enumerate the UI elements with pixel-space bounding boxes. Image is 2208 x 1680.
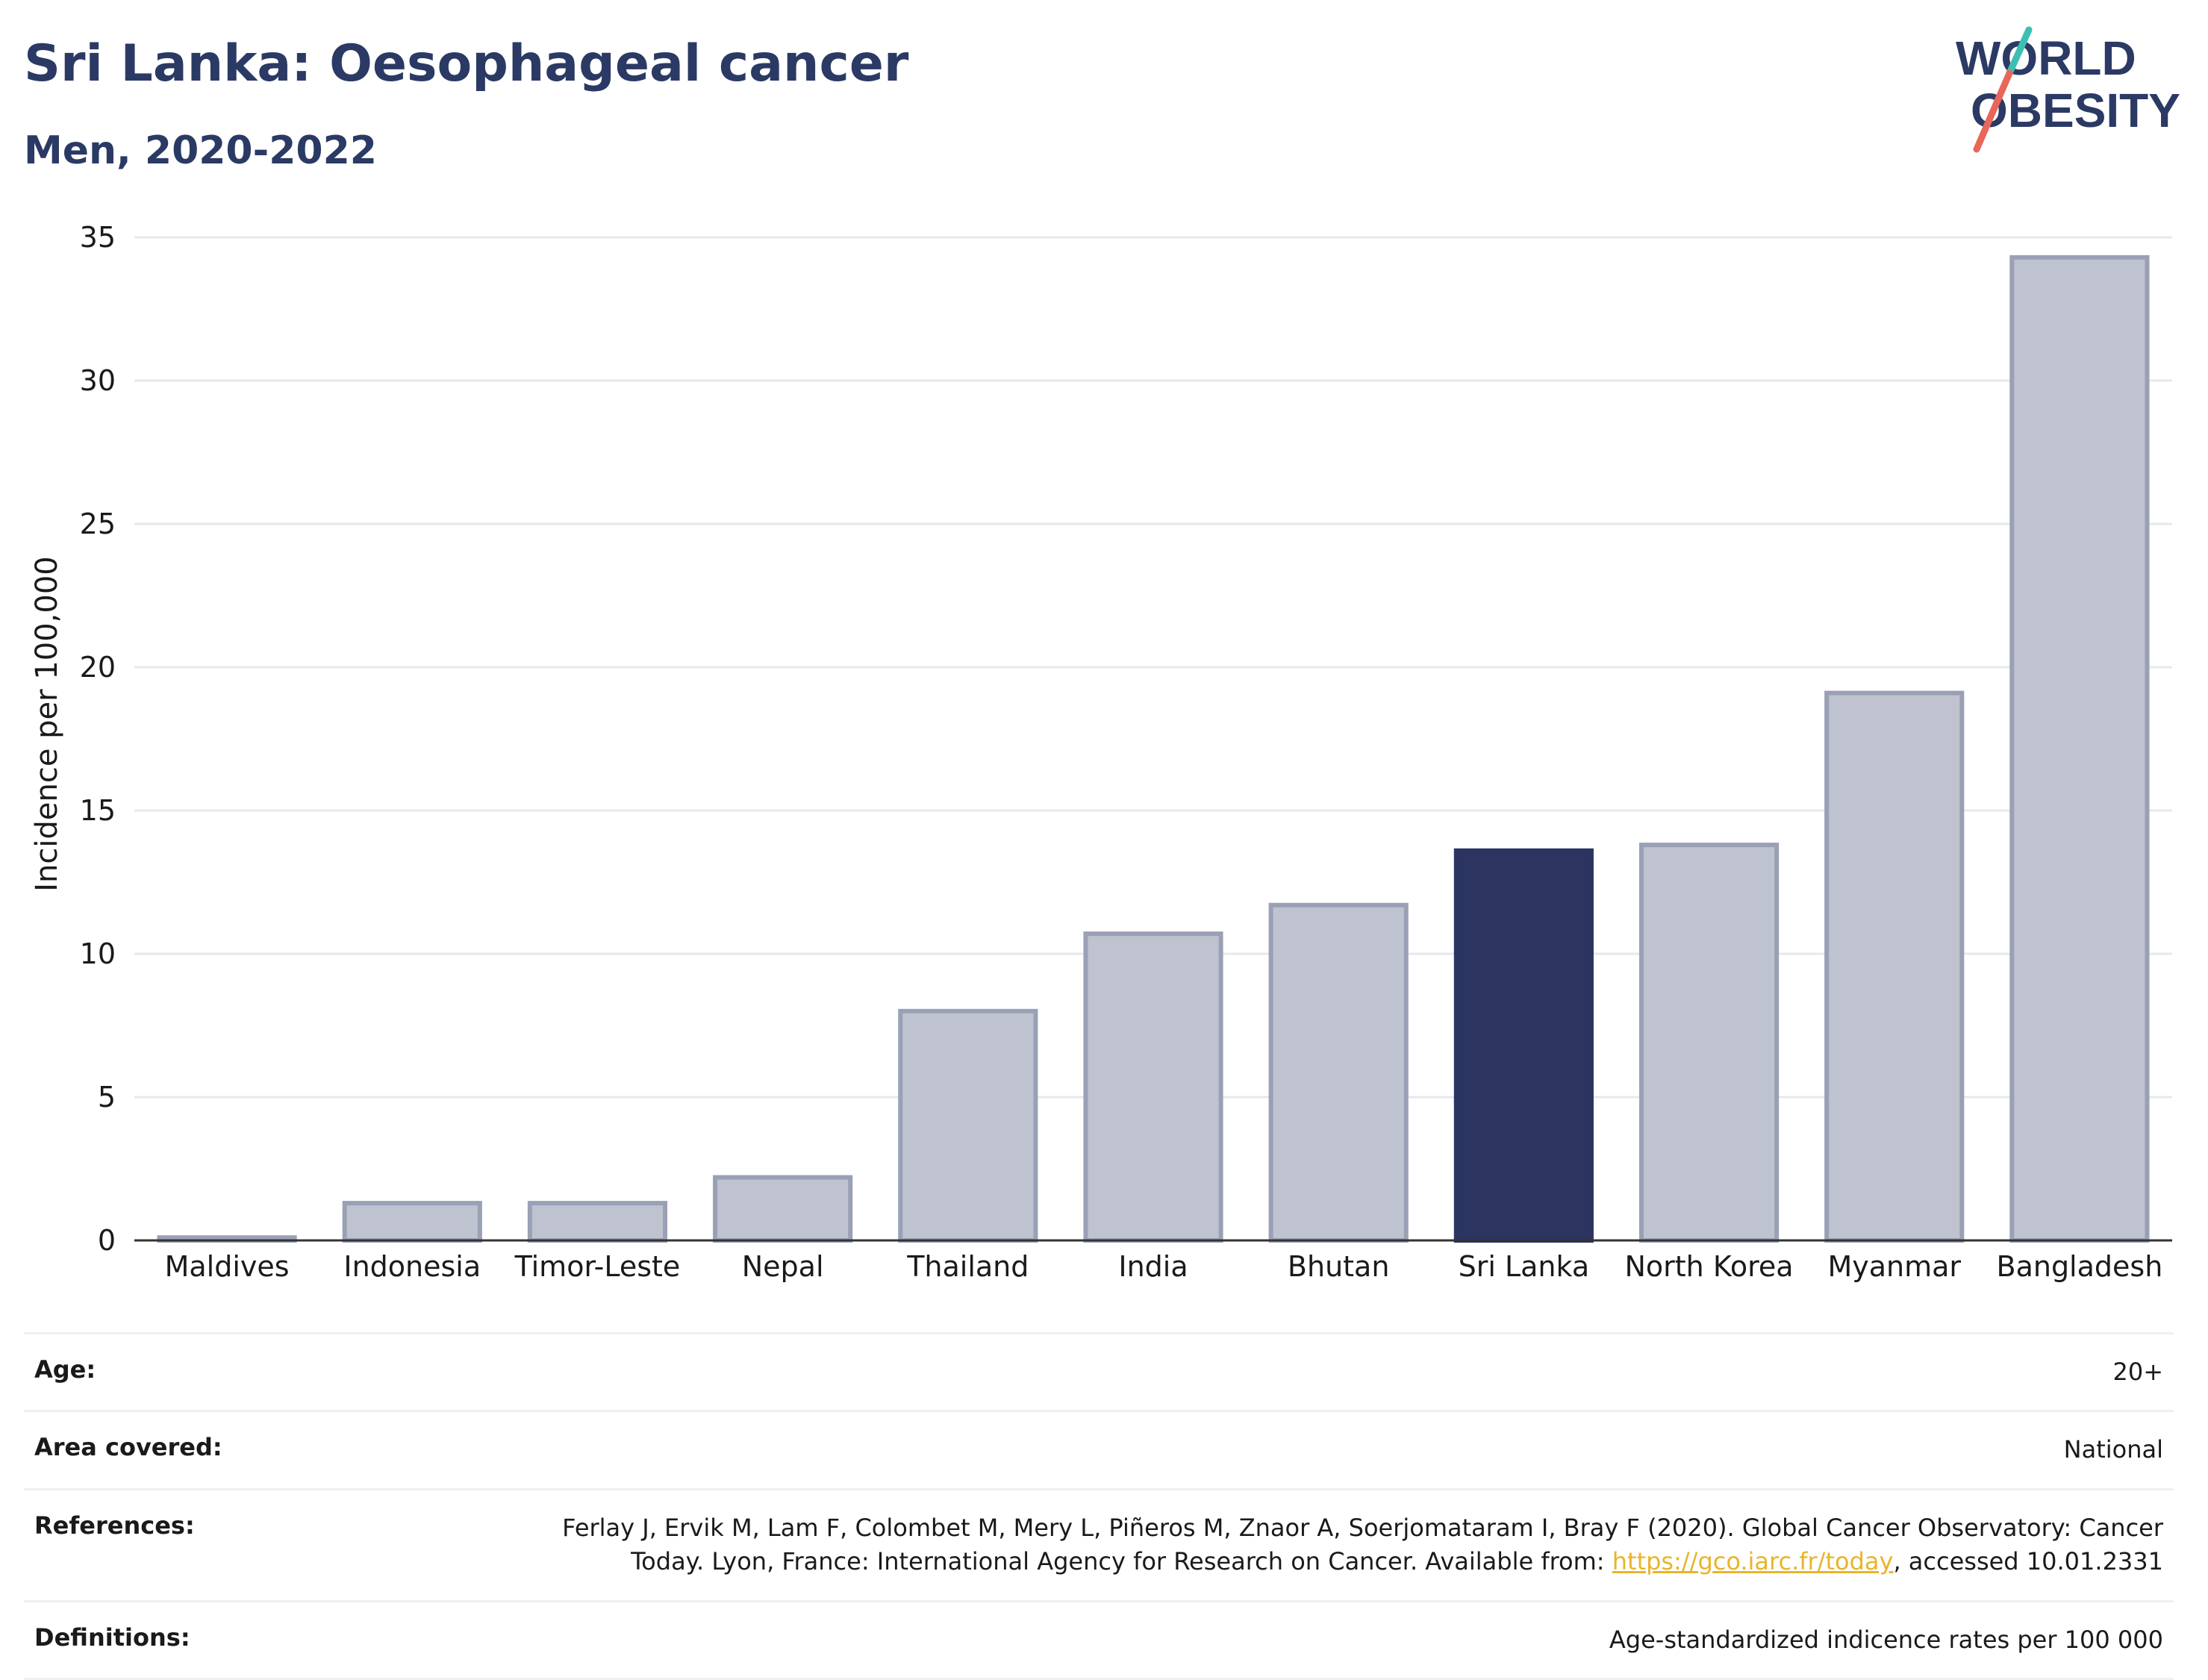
logo-accent-teal: [2006, 26, 2033, 77]
references-text-1: Ferlay J, Ervik M, Lam F, Colombet M, Me…: [562, 1513, 2163, 1542]
y-tick-label: 5: [98, 1081, 116, 1114]
y-tick-label: 20: [80, 651, 116, 684]
x-tick-label: Myanmar: [1827, 1250, 1961, 1283]
x-tick-label: Sri Lanka: [1459, 1250, 1590, 1283]
references-link[interactable]: https://gco.iarc.fr/today: [1612, 1547, 1894, 1576]
x-tick-label: India: [1118, 1250, 1188, 1283]
info-row-area: Area covered: National: [24, 1411, 2174, 1489]
x-tick-label: Thailand: [906, 1250, 1029, 1283]
x-tick-label: Bhutan: [1288, 1250, 1390, 1283]
y-tick-label: 0: [98, 1224, 116, 1257]
y-axis-title: Incidence per 100,000: [30, 556, 64, 892]
bar-sri-lanka: [1453, 848, 1594, 1243]
definitions-label: Definitions:: [34, 1623, 190, 1652]
age-label: Age:: [34, 1355, 96, 1384]
references-value: Ferlay J, Ervik M, Lam F, Colombet M, Me…: [328, 1489, 2174, 1601]
bars-layer: [157, 255, 2150, 1243]
references-text-2: Today. Lyon, France: International Agenc…: [631, 1547, 1605, 1576]
world-obesity-logo: WORLD OBESITY: [1956, 26, 2180, 153]
area-label: Area covered:: [34, 1433, 222, 1462]
bar-indonesia: [342, 1201, 482, 1243]
y-tick-label: 10: [80, 937, 116, 970]
bar-timor-leste: [527, 1201, 668, 1243]
info-row-definitions: Definitions: Age-standardized indicence …: [24, 1601, 2174, 1679]
y-tick-label: 25: [80, 508, 116, 540]
bar-bhutan: [1268, 902, 1409, 1243]
chart-subtitle: Men, 2020-2022: [24, 128, 377, 173]
logo-line2: OBESITY: [1971, 84, 2180, 137]
info-table: Age: 20+ Area covered: National Referenc…: [24, 1332, 2174, 1680]
bar-nepal: [713, 1175, 853, 1243]
area-value: National: [2063, 1435, 2163, 1464]
x-tick-label: North Korea: [1624, 1250, 1793, 1283]
logo-accent-coral: [1973, 69, 2013, 153]
x-tick-label: Maldives: [165, 1250, 290, 1283]
y-tick-label: 35: [80, 221, 116, 254]
bar-north-korea: [1638, 843, 1780, 1243]
definitions-value: Age-standardized indicence rates per 100…: [1609, 1625, 2163, 1654]
chart-title: Sri Lanka: Oesophageal cancer: [24, 34, 909, 93]
bar-myanmar: [1824, 690, 1965, 1243]
x-tick-label: Nepal: [742, 1250, 824, 1283]
y-tick-label: 30: [80, 364, 116, 397]
x-tick-label: Indonesia: [343, 1250, 481, 1283]
bar-bangladesh: [2009, 255, 2150, 1243]
bar-india: [1083, 931, 1223, 1243]
axis-layer: 0 5 10 15 20 25 30 35 Maldives Indonesia Timor-Les…: [80, 221, 2172, 1283]
info-row-age: Age: 20+: [24, 1333, 2174, 1411]
references-text-3: , accessed 10.01.2331: [1893, 1547, 2163, 1576]
age-value: 20+: [2112, 1358, 2163, 1386]
info-row-references: References: Ferlay J, Ervik M, Lam F, Co…: [24, 1489, 2174, 1601]
x-tick-label: Timor-Leste: [514, 1250, 681, 1283]
logo-line1: WORLD: [1956, 31, 2136, 85]
y-tick-label: 15: [80, 794, 116, 827]
references-label: References:: [34, 1511, 195, 1540]
bar-thailand: [898, 1008, 1038, 1243]
bar-chart: 0 5 10 15 20 25 30 35 Maldives Indonesia Timor-Les…: [30, 221, 2172, 1283]
x-tick-label: Bangladesh: [1997, 1250, 2163, 1283]
